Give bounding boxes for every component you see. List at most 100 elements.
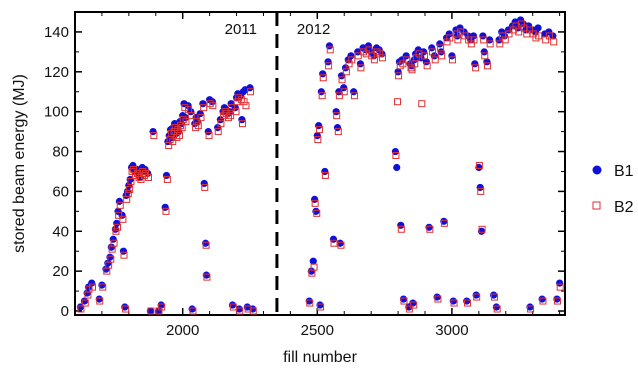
b2-point [201,183,209,191]
b2-point [535,32,543,40]
b2-point [330,239,338,247]
b1-point [477,227,486,235]
b2-point [394,98,402,106]
b1-point [399,295,408,303]
b1-point [154,307,163,315]
b2-point [306,299,314,307]
b2-point [233,98,241,106]
b1-point [410,56,418,64]
b2-point [399,60,407,68]
b2-point [438,52,446,60]
b2-point [99,283,107,291]
y-tick-label: 0 [61,303,69,320]
b1-point [364,42,373,50]
b2-point [240,98,248,106]
b2-point [553,297,561,305]
b1-point [316,301,324,309]
plot-frame [74,11,566,316]
b2-point [115,211,123,219]
b2-point [147,307,155,315]
b2-point [119,215,127,223]
b2-point [229,303,237,311]
b1-point [319,70,327,78]
b2-point [472,64,480,72]
b1-point [214,124,222,132]
b2-point [340,88,348,96]
b1-point [445,30,453,38]
x-tick-label: 2500 [301,322,334,339]
b1-point [332,108,340,116]
b2-point [354,52,362,60]
b1-point [311,195,319,203]
b2-point [525,26,533,34]
axis-ticks: 2000 2500 3000 0 20 40 60 80 100 120 140 [44,12,565,339]
b2-point [145,173,152,181]
b2-point [162,207,170,215]
legend-b2-label: B2 [614,199,634,216]
b2-point [505,30,513,38]
b2-point [545,32,553,40]
b2-point [232,108,240,116]
b2-point [224,114,232,122]
b1-point [313,131,321,140]
b2-point [311,199,319,207]
b2-point [81,299,89,307]
b2-point [440,219,448,227]
b2-point [116,201,124,209]
b2-point [350,92,358,100]
b2-point [189,307,197,315]
b2-point [395,72,403,80]
b2-point [310,263,318,271]
b1-point [146,307,154,315]
b1-point [340,84,348,92]
b2-point [556,283,564,291]
b2-point [203,273,211,281]
b1-point [556,279,564,287]
b2-point [337,241,345,249]
b2-point [481,52,489,60]
b2-point [434,295,442,303]
b2-point [158,303,166,311]
b1-point [324,58,332,66]
b1-point [305,297,313,305]
b1-point [202,271,210,279]
b2-point [169,138,177,146]
legend: B1 B2 [592,163,634,216]
b2-point [515,28,523,36]
b2-point [175,132,183,140]
b1-point [246,84,254,92]
b1-point [394,68,402,76]
b1-point [356,60,364,68]
b2-point [110,239,118,247]
b2-point [418,100,426,108]
b2-point [247,88,255,96]
b2-point [486,40,494,48]
b2-point [431,56,439,64]
b2-point [397,225,405,233]
y-tick-label: 100 [44,104,69,121]
b2-point [150,132,158,140]
b2-point [326,46,334,54]
b2-point [542,36,550,44]
y-tick-label: 20 [52,263,69,280]
b2-point [321,171,329,179]
b2-point [457,28,465,36]
b1-point [309,257,317,265]
b1-point [476,183,484,192]
b2-point [193,118,201,126]
b1-point [329,235,338,243]
b1-point [307,267,315,275]
b1-point [472,291,480,299]
b2-point [222,110,230,118]
y-tick-label: 60 [52,183,69,200]
legend-b1-label: B1 [614,163,634,180]
x-axis-label: fill number [283,349,357,366]
b2-point [333,112,341,120]
b2-point [107,255,115,263]
b2-point [478,225,486,233]
b1-point [480,48,488,56]
b1-point [111,225,119,233]
b1-point [354,48,362,56]
b1-point [157,301,165,309]
